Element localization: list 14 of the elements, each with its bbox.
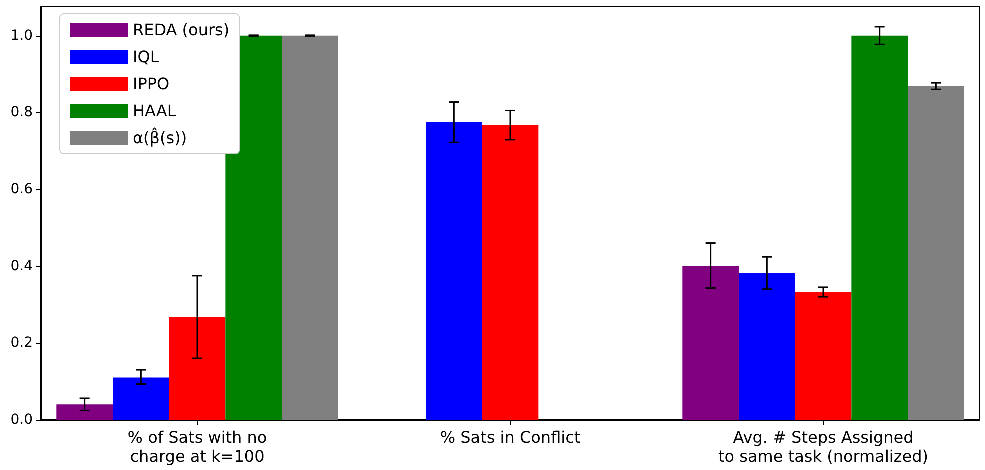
- x-tick-label: % of Sats with no charge at k=100: [128, 428, 268, 466]
- legend-label: REDA (ours): [133, 20, 230, 40]
- y-tick-label: 0.4: [10, 258, 34, 274]
- legend-label: IQL: [133, 48, 160, 66]
- legend-label: α(β̂(s)): [133, 128, 188, 148]
- y-tick-label: 0.8: [10, 104, 33, 121]
- x-tick-label: % Sats in Conflict: [440, 428, 581, 447]
- y-tick-label: 0.0: [10, 412, 33, 428]
- legend-label: IPPO: [133, 74, 170, 94]
- y-tick-label: 0.6: [10, 181, 34, 198]
- y-tick-label: 1.0: [10, 28, 33, 44]
- legend-label: HAAL: [133, 102, 176, 120]
- x-tick-label: Avg. # Steps Assigned to same task (normalized): [718, 428, 928, 466]
- y-tick-label: 0.2: [10, 335, 33, 352]
